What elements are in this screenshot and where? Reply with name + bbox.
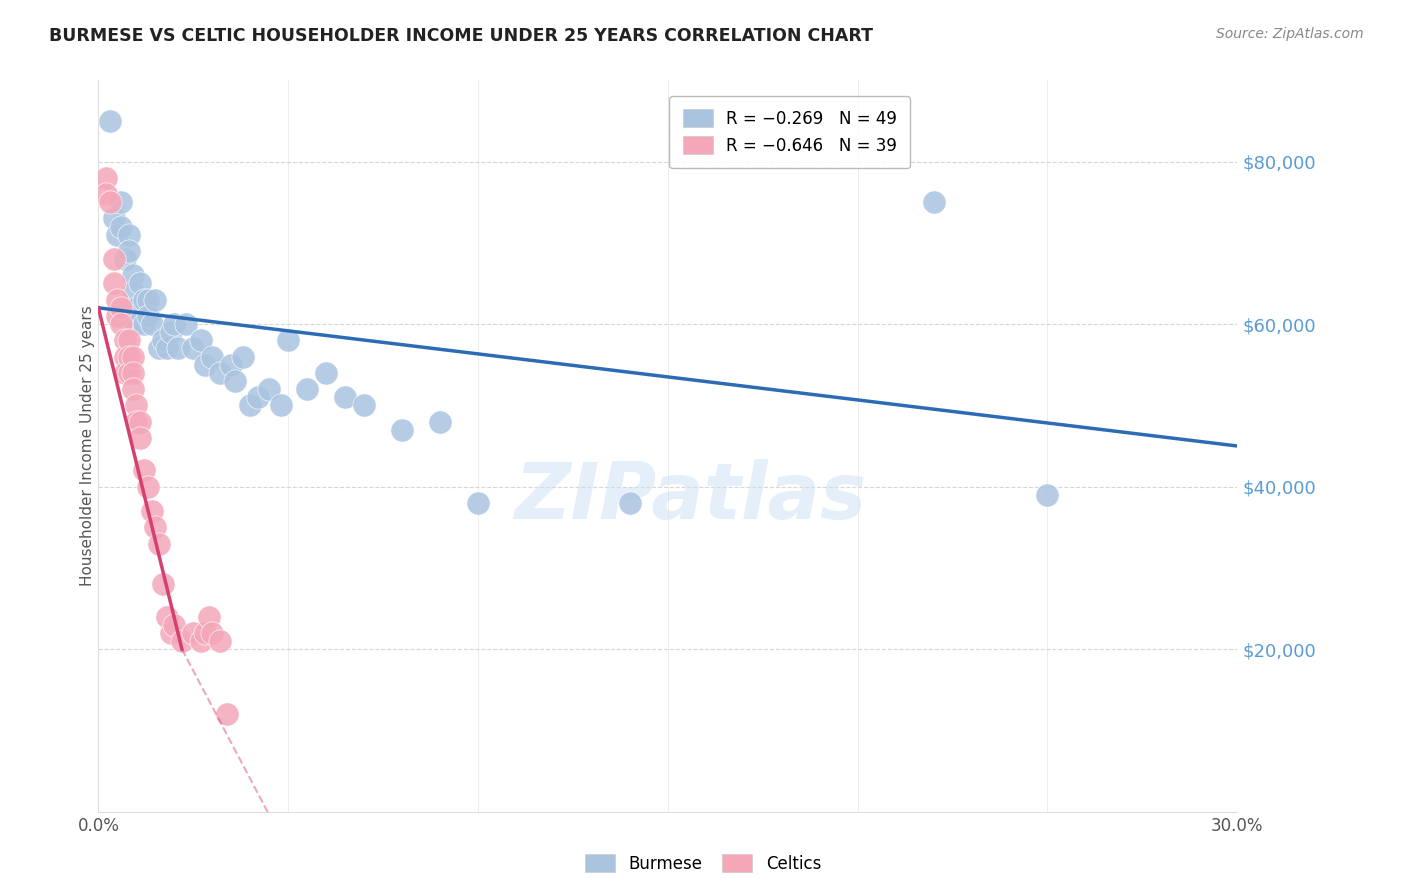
Point xyxy=(239,398,262,412)
Point xyxy=(183,626,205,640)
Point xyxy=(201,350,224,364)
Point xyxy=(121,268,143,283)
Point xyxy=(163,617,186,632)
Point xyxy=(118,366,141,380)
Legend: Burmese, Celtics: Burmese, Celtics xyxy=(578,847,828,880)
Point xyxy=(125,301,148,315)
Point xyxy=(148,342,170,356)
Point xyxy=(114,350,136,364)
Point xyxy=(277,334,299,348)
Point xyxy=(110,301,132,315)
Point xyxy=(194,626,217,640)
Point xyxy=(353,398,375,412)
Point xyxy=(270,398,292,412)
Point xyxy=(170,634,193,648)
Point xyxy=(129,277,152,291)
Y-axis label: Householder Income Under 25 years: Householder Income Under 25 years xyxy=(80,306,94,586)
Point xyxy=(132,293,155,307)
Point xyxy=(107,227,129,242)
Point xyxy=(152,577,174,591)
Point xyxy=(136,309,159,323)
Point xyxy=(94,170,117,185)
Point xyxy=(103,277,125,291)
Point xyxy=(174,317,197,331)
Point xyxy=(148,536,170,550)
Point xyxy=(107,293,129,307)
Point xyxy=(121,350,143,364)
Point xyxy=(107,309,129,323)
Point xyxy=(110,195,132,210)
Point xyxy=(125,317,148,331)
Text: Source: ZipAtlas.com: Source: ZipAtlas.com xyxy=(1216,27,1364,41)
Point xyxy=(190,634,212,648)
Point xyxy=(152,334,174,348)
Point xyxy=(922,195,945,210)
Point xyxy=(98,114,121,128)
Text: ZIPatlas: ZIPatlas xyxy=(515,459,866,535)
Point xyxy=(136,480,159,494)
Point xyxy=(259,382,281,396)
Point xyxy=(1036,488,1059,502)
Point xyxy=(118,227,141,242)
Point xyxy=(194,358,217,372)
Legend: R = −0.269   N = 49, R = −0.646   N = 39: R = −0.269 N = 49, R = −0.646 N = 39 xyxy=(669,96,910,169)
Point xyxy=(118,350,141,364)
Text: BURMESE VS CELTIC HOUSEHOLDER INCOME UNDER 25 YEARS CORRELATION CHART: BURMESE VS CELTIC HOUSEHOLDER INCOME UND… xyxy=(49,27,873,45)
Point xyxy=(114,334,136,348)
Point xyxy=(141,504,163,518)
Point xyxy=(232,350,254,364)
Point xyxy=(132,463,155,477)
Point xyxy=(129,431,152,445)
Point xyxy=(121,382,143,396)
Point xyxy=(125,415,148,429)
Point xyxy=(221,358,243,372)
Point xyxy=(121,285,143,299)
Point xyxy=(208,366,231,380)
Point xyxy=(110,219,132,234)
Point xyxy=(190,334,212,348)
Point xyxy=(132,317,155,331)
Point xyxy=(118,334,141,348)
Point xyxy=(103,211,125,226)
Point xyxy=(167,342,190,356)
Point xyxy=(145,293,167,307)
Point xyxy=(145,520,167,534)
Point xyxy=(201,626,224,640)
Point xyxy=(136,293,159,307)
Point xyxy=(94,187,117,202)
Point xyxy=(197,609,219,624)
Point xyxy=(315,366,337,380)
Point xyxy=(156,342,179,356)
Point xyxy=(110,317,132,331)
Point xyxy=(159,626,181,640)
Point xyxy=(246,390,269,404)
Point xyxy=(114,252,136,266)
Point xyxy=(118,244,141,258)
Point xyxy=(335,390,357,404)
Point xyxy=(121,366,143,380)
Point xyxy=(129,415,152,429)
Point xyxy=(619,496,641,510)
Point xyxy=(183,342,205,356)
Point xyxy=(103,252,125,266)
Point xyxy=(208,634,231,648)
Point xyxy=(156,609,179,624)
Point xyxy=(163,317,186,331)
Point xyxy=(98,195,121,210)
Point xyxy=(297,382,319,396)
Point xyxy=(159,325,181,339)
Point xyxy=(125,398,148,412)
Point xyxy=(391,423,413,437)
Point xyxy=(467,496,489,510)
Point xyxy=(141,317,163,331)
Point xyxy=(429,415,451,429)
Point xyxy=(224,374,246,388)
Point xyxy=(114,366,136,380)
Point xyxy=(217,707,239,722)
